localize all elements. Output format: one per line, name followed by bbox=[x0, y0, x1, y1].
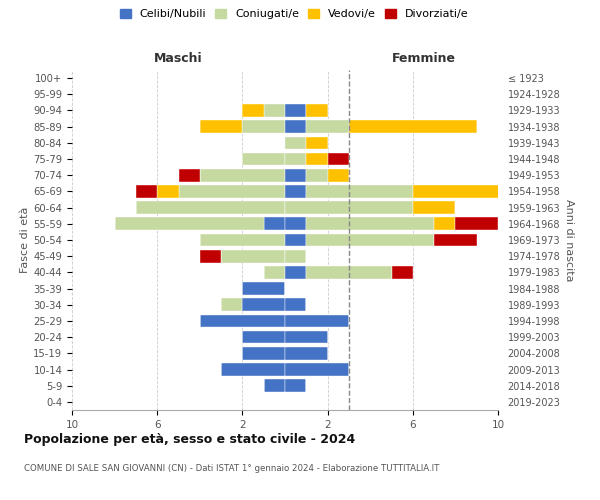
Bar bbox=[242, 282, 285, 295]
Bar bbox=[434, 234, 477, 246]
Bar bbox=[242, 298, 285, 311]
Bar bbox=[285, 169, 307, 181]
Bar bbox=[307, 152, 328, 166]
Y-axis label: Fasce di età: Fasce di età bbox=[20, 207, 31, 273]
Bar bbox=[264, 218, 285, 230]
Bar bbox=[179, 169, 200, 181]
Bar bbox=[264, 266, 285, 278]
Text: Femmine: Femmine bbox=[391, 52, 455, 65]
Bar bbox=[200, 169, 285, 181]
Bar bbox=[307, 104, 328, 117]
Bar bbox=[285, 185, 307, 198]
Bar bbox=[157, 185, 179, 198]
Bar bbox=[328, 169, 349, 181]
Bar bbox=[242, 152, 285, 166]
Bar bbox=[285, 250, 307, 262]
Bar bbox=[115, 218, 264, 230]
Bar bbox=[136, 185, 157, 198]
Bar bbox=[200, 314, 285, 328]
Bar bbox=[264, 380, 285, 392]
Bar bbox=[413, 202, 455, 214]
Bar bbox=[285, 202, 413, 214]
Bar bbox=[200, 120, 242, 133]
Y-axis label: Anni di nascita: Anni di nascita bbox=[565, 198, 574, 281]
Bar bbox=[264, 104, 285, 117]
Bar bbox=[285, 266, 307, 278]
Bar bbox=[285, 331, 328, 344]
Bar bbox=[307, 234, 434, 246]
Bar bbox=[285, 314, 349, 328]
Bar bbox=[307, 169, 328, 181]
Bar bbox=[242, 104, 264, 117]
Legend: Celibi/Nubili, Coniugati/e, Vedovi/e, Divorziati/e: Celibi/Nubili, Coniugati/e, Vedovi/e, Di… bbox=[116, 6, 472, 22]
Text: COMUNE DI SALE SAN GIOVANNI (CN) - Dati ISTAT 1° gennaio 2024 - Elaborazione TUT: COMUNE DI SALE SAN GIOVANNI (CN) - Dati … bbox=[24, 464, 439, 473]
Bar bbox=[285, 104, 307, 117]
Bar bbox=[285, 152, 307, 166]
Bar bbox=[285, 380, 307, 392]
Bar bbox=[328, 152, 349, 166]
Bar bbox=[285, 136, 307, 149]
Bar bbox=[242, 120, 285, 133]
Bar bbox=[200, 234, 285, 246]
Bar bbox=[242, 331, 285, 344]
Bar bbox=[307, 218, 434, 230]
Bar bbox=[285, 347, 328, 360]
Bar bbox=[221, 298, 242, 311]
Text: Maschi: Maschi bbox=[154, 52, 203, 65]
Bar bbox=[307, 266, 392, 278]
Bar bbox=[307, 185, 413, 198]
Text: Popolazione per età, sesso e stato civile - 2024: Popolazione per età, sesso e stato civil… bbox=[24, 432, 355, 446]
Bar bbox=[179, 185, 285, 198]
Bar bbox=[221, 250, 285, 262]
Bar bbox=[285, 120, 307, 133]
Bar bbox=[349, 120, 477, 133]
Bar bbox=[285, 218, 307, 230]
Bar bbox=[455, 218, 498, 230]
Bar bbox=[413, 185, 562, 198]
Bar bbox=[285, 298, 307, 311]
Bar bbox=[392, 266, 413, 278]
Bar bbox=[285, 234, 307, 246]
Bar bbox=[221, 363, 285, 376]
Bar bbox=[242, 347, 285, 360]
Bar bbox=[285, 363, 349, 376]
Bar bbox=[307, 120, 349, 133]
Bar bbox=[136, 202, 285, 214]
Bar bbox=[307, 136, 328, 149]
Bar bbox=[200, 250, 221, 262]
Bar bbox=[434, 218, 455, 230]
